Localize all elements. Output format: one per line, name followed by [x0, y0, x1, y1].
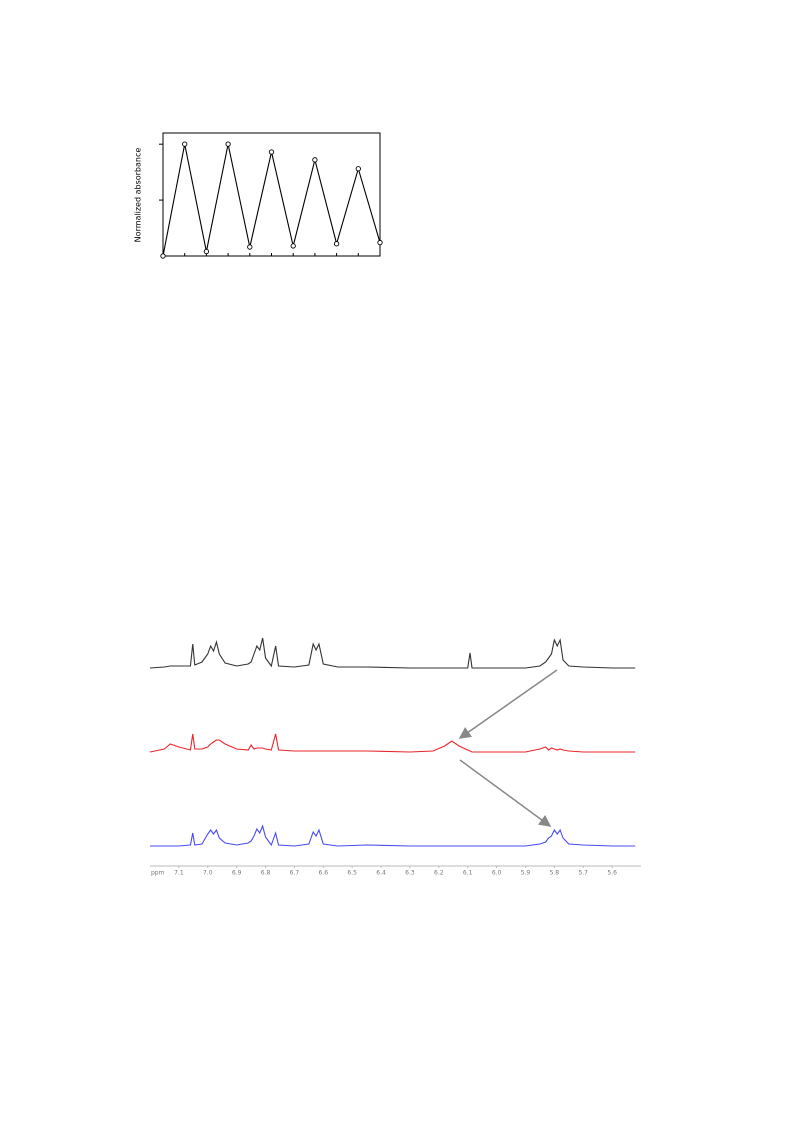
- x-tick-label: 6.3: [405, 870, 415, 877]
- data-point: [225, 141, 231, 147]
- data-line: [150, 824, 636, 847]
- x-tick-label: 5.6: [607, 870, 617, 877]
- x-axis-label: ppm: [151, 870, 165, 877]
- data-point: [333, 241, 340, 247]
- data-point: [377, 239, 383, 246]
- x-tick-label: 6.8: [261, 870, 271, 877]
- data-line: [149, 637, 636, 669]
- data-point: [290, 243, 296, 249]
- data-point: [247, 244, 253, 250]
- data-line: [162, 144, 381, 257]
- data-line: [149, 733, 636, 753]
- x-tick-label: 6.7: [290, 870, 300, 877]
- x-tick-label: 6.2: [434, 870, 444, 877]
- x-tick-label: 6.0: [492, 870, 502, 877]
- x-tick-label: 5.7: [578, 870, 588, 877]
- x-tick-label: 5.8: [550, 870, 560, 877]
- data-point: [203, 248, 210, 255]
- data-point: [355, 166, 361, 172]
- x-tick-label: 7.1: [174, 870, 184, 877]
- x-tick-label: 7.0: [203, 870, 213, 877]
- data-point: [182, 141, 188, 147]
- arrow: [459, 759, 552, 827]
- data-point: [312, 157, 318, 163]
- data-point: [268, 149, 275, 155]
- x-tick-label: 5.9: [521, 870, 531, 877]
- y-axis-label: Normalized absorbance: [134, 148, 143, 243]
- x-tick-label: 6.1: [463, 870, 473, 877]
- x-tick-label: 6.6: [319, 870, 329, 877]
- x-tick-label: 6.9: [232, 870, 242, 877]
- x-tick-label: 6.5: [347, 870, 357, 877]
- x-tick-label: 6.4: [376, 870, 386, 877]
- arrow: [458, 669, 558, 739]
- data-point: [160, 253, 166, 259]
